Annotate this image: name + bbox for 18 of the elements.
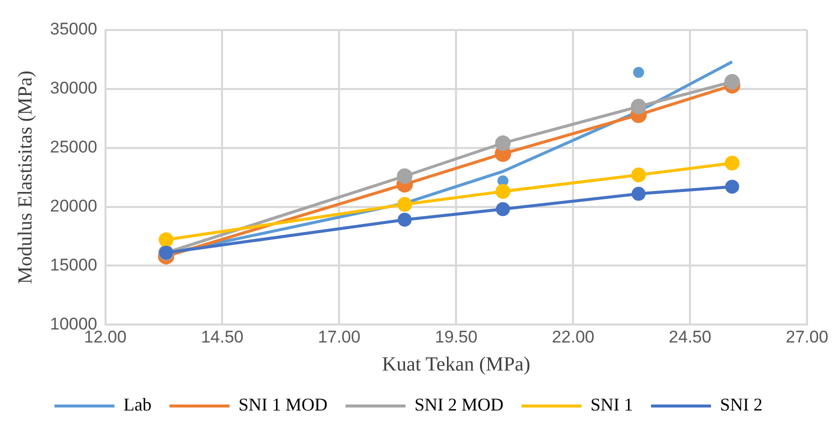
x-tick-label: 27.00 [786,327,828,346]
x-tick-label: 24.50 [668,327,712,346]
legend-label: Lab [123,394,152,415]
y-tick-label: 35000 [50,20,98,39]
x-tick-label: 14.50 [200,327,244,346]
legend-label: SNI 2 [720,394,763,415]
x-tick-label: 17.00 [318,327,360,346]
x-axis-title: Kuat Tekan (MPa) [382,353,530,376]
y-tick-label: 25000 [50,138,98,157]
legend-label: SNI 1 [590,394,634,415]
legend-label: SNI 1 MOD [238,394,328,415]
legend-label: SNI 2 MOD [414,394,504,415]
x-tick-label: 19.50 [434,327,478,346]
x-tick-label: 22.00 [552,327,594,346]
y-tick-label: 20000 [50,196,98,216]
y-tick-label: 15000 [50,255,98,274]
y-axis-title: Modulus Elastisitas (MPa) [14,70,36,284]
y-tick-label: 30000 [50,78,98,98]
